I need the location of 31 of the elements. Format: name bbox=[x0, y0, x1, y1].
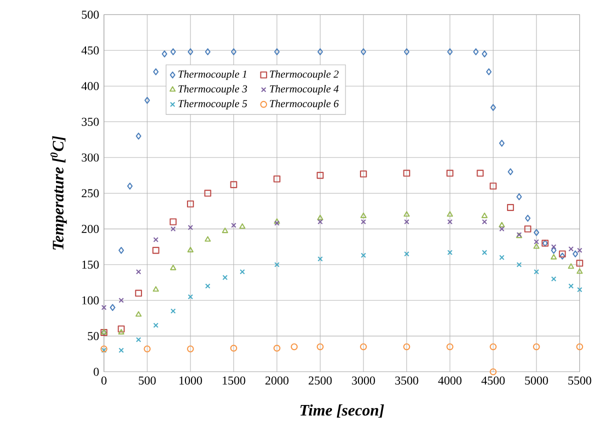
y-tick-label: 300 bbox=[82, 153, 99, 162]
y-tick-label: 0 bbox=[94, 368, 99, 376]
x-tick-label: 1500 bbox=[222, 376, 246, 385]
x-tick-label: 5500 bbox=[568, 376, 592, 385]
x-tick-label: 4500 bbox=[481, 376, 505, 385]
y-axis-title: Temperature [$^{0}$C] bbox=[50, 136, 67, 250]
x-tick-label: 3500 bbox=[395, 376, 418, 385]
legend-label: Thermocouple 1 bbox=[178, 70, 246, 80]
y-tick-label: 450 bbox=[81, 46, 99, 54]
x-tick-label: 0 bbox=[101, 376, 106, 385]
legend-label: Thermocouple 6 bbox=[270, 100, 339, 110]
legend-label: Thermocouple 4 bbox=[270, 84, 339, 95]
y-tick-label: 150 bbox=[82, 260, 99, 269]
x-tick-label: 2000 bbox=[265, 376, 288, 385]
x-axis-title: Time [secon] bbox=[300, 404, 384, 418]
y-tick-label: 400 bbox=[81, 82, 99, 90]
legend-label: Thermocouple 2 bbox=[270, 70, 339, 80]
x-tick-label: 4000 bbox=[438, 376, 462, 385]
y-tick-label: 500 bbox=[82, 10, 99, 19]
y-tick-label: 50 bbox=[88, 332, 99, 340]
x-tick-label: 500 bbox=[138, 376, 156, 385]
y-tick-label: 350 bbox=[82, 118, 99, 126]
x-tick-label: 2500 bbox=[308, 376, 332, 385]
y-tick-label: 200 bbox=[82, 224, 99, 233]
x-tick-label: 3000 bbox=[352, 376, 375, 385]
x-tick-label: 1000 bbox=[179, 376, 202, 385]
legend-label: Thermocouple 3 bbox=[178, 84, 247, 95]
legend-label: Thermocouple 5 bbox=[178, 100, 248, 110]
x-tick-label: 5000 bbox=[525, 376, 548, 385]
y-tick-label: 100 bbox=[82, 296, 99, 304]
y-tick-label: 250 bbox=[82, 189, 99, 198]
